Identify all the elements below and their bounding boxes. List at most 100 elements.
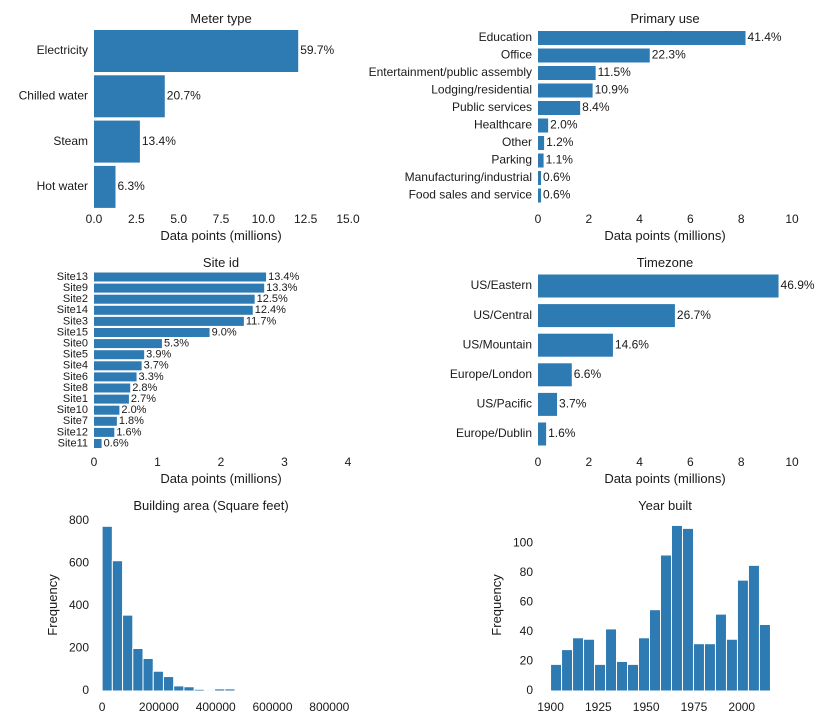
primary-x-tick-label: 2: [585, 212, 592, 226]
site-bar: [94, 350, 145, 360]
site-x-tick-label: 4: [345, 455, 352, 469]
meter-bar: [94, 75, 165, 118]
site-category-label: Site2: [63, 293, 88, 305]
meter-category-label: Electricity: [37, 43, 88, 57]
site-value-label: 2.7%: [131, 393, 156, 405]
area-hist-bar: [214, 688, 226, 692]
meter-x-tick-label: 12.5: [294, 212, 318, 226]
tz-category-label: US/Central: [473, 308, 532, 322]
area-y-tick-label: 400: [69, 598, 89, 612]
tz-x-tick-label: 2: [585, 455, 592, 469]
site-category-label: Site3: [63, 315, 88, 327]
meter-value-label: 59.7%: [300, 43, 334, 57]
primary-category-label: Education: [479, 30, 532, 44]
site-value-label: 9.0%: [212, 326, 237, 338]
year-hist-bar: [605, 628, 618, 692]
site-bar: [94, 283, 265, 293]
meter-value-label: 20.7%: [167, 88, 201, 102]
primary-category-label: Healthcare: [474, 118, 532, 132]
meter-value-label: 13.4%: [142, 134, 176, 148]
year-y-tick-label: 0: [526, 683, 533, 697]
year-hist-bar: [692, 643, 705, 692]
primary-category-label: Parking: [491, 153, 532, 167]
area-y-tick-label: 200: [69, 641, 89, 655]
year-hist-bar: [714, 613, 727, 692]
tz-x-tick-label: 6: [687, 455, 694, 469]
site-bar: [94, 439, 102, 448]
panel-site-id: Site id Site13 13.4%Site9 13.3%Site2 12.5%S…: [57, 255, 352, 486]
meter-x-tick-label: 0.0: [86, 212, 103, 226]
site-category-label: Site1: [63, 393, 88, 405]
tz-bar: [538, 363, 572, 387]
meter-value-label: 6.3%: [118, 179, 146, 193]
panel-primary-use: Primary use Education 41.4% Office 22.3% Ent…: [369, 11, 799, 243]
meter-category-label: Steam: [53, 134, 88, 148]
site-bar: [94, 305, 253, 315]
tz-bar: [538, 392, 558, 416]
primary-bar: [538, 188, 542, 203]
area-hist-bar: [111, 560, 124, 692]
area-hist-bar: [162, 676, 175, 692]
year-hist-bar: [550, 663, 563, 692]
timezone-xlabel: Data points (millions): [604, 471, 725, 486]
primary-bar: [538, 153, 544, 168]
primary-x-tick-label: 4: [636, 212, 643, 226]
meter-type-xlabel: Data points (millions): [160, 228, 281, 243]
primary-value-label: 22.3%: [652, 48, 686, 62]
area-y-tick-label: 800: [69, 513, 89, 527]
year-hist-bar: [703, 643, 716, 692]
year-hist-bar: [649, 609, 661, 692]
year-y-tick-label: 20: [520, 654, 534, 668]
site-category-label: Site6: [63, 371, 88, 383]
year-hist-bar: [572, 637, 585, 692]
area-x-tick-label: 0: [99, 700, 106, 714]
site-category-label: Site10: [57, 404, 88, 416]
year-x-tick-label: 1900: [537, 700, 564, 714]
primary-bar: [538, 83, 593, 98]
meter-category-label: Hot water: [37, 179, 88, 193]
site-x-tick-label: 0: [91, 455, 98, 469]
site-value-label: 1.8%: [119, 415, 144, 427]
tz-value-label: 6.6%: [574, 367, 602, 381]
primary-x-tick-label: 8: [738, 212, 745, 226]
tz-value-label: 3.7%: [559, 397, 587, 411]
primary-value-label: 2.0%: [550, 118, 578, 132]
site-id-title: Site id: [203, 255, 239, 270]
site-bar: [94, 372, 137, 382]
site-value-label: 2.0%: [121, 404, 146, 416]
primary-category-label: Office: [501, 48, 532, 62]
year-hist-bar: [583, 638, 596, 692]
area-hist-bar: [173, 685, 185, 692]
year-hist-bar: [627, 663, 640, 692]
meter-x-tick-label: 5.0: [170, 212, 187, 226]
site-category-label: Site14: [57, 304, 88, 316]
year-x-tick-label: 1925: [585, 700, 612, 714]
site-value-label: 12.5%: [257, 293, 288, 305]
site-value-label: 13.3%: [266, 282, 297, 294]
tz-bar: [538, 422, 547, 446]
meter-bar: [94, 30, 299, 72]
site-bar: [94, 328, 210, 337]
primary-x-tick-label: 6: [687, 212, 694, 226]
meter-bar: [94, 120, 140, 163]
year-hist-bar: [736, 579, 749, 692]
area-hist-bar: [132, 648, 144, 692]
site-bar: [94, 361, 142, 371]
tz-bar: [538, 304, 675, 328]
area-y-tick-label: 0: [82, 683, 89, 697]
primary-x-tick-label: 0: [535, 212, 542, 226]
primary-value-label: 0.6%: [543, 188, 571, 202]
site-value-label: 3.3%: [139, 371, 164, 383]
site-bar: [94, 316, 244, 326]
year-y-tick-label: 40: [520, 624, 534, 638]
site-value-label: 3.9%: [146, 349, 171, 361]
site-category-label: Site8: [63, 382, 88, 394]
meter-x-tick-label: 7.5: [213, 212, 230, 226]
primary-value-label: 10.9%: [595, 83, 629, 97]
tz-category-label: US/Mountain: [463, 337, 532, 351]
panel-year-built: Year built 1900 1925 1950 1975 2000 0 20 40 60 80…: [489, 498, 771, 714]
year-x-tick-label: 1975: [681, 700, 708, 714]
tz-value-label: 14.6%: [615, 337, 649, 351]
site-category-label: Site5: [63, 349, 88, 361]
